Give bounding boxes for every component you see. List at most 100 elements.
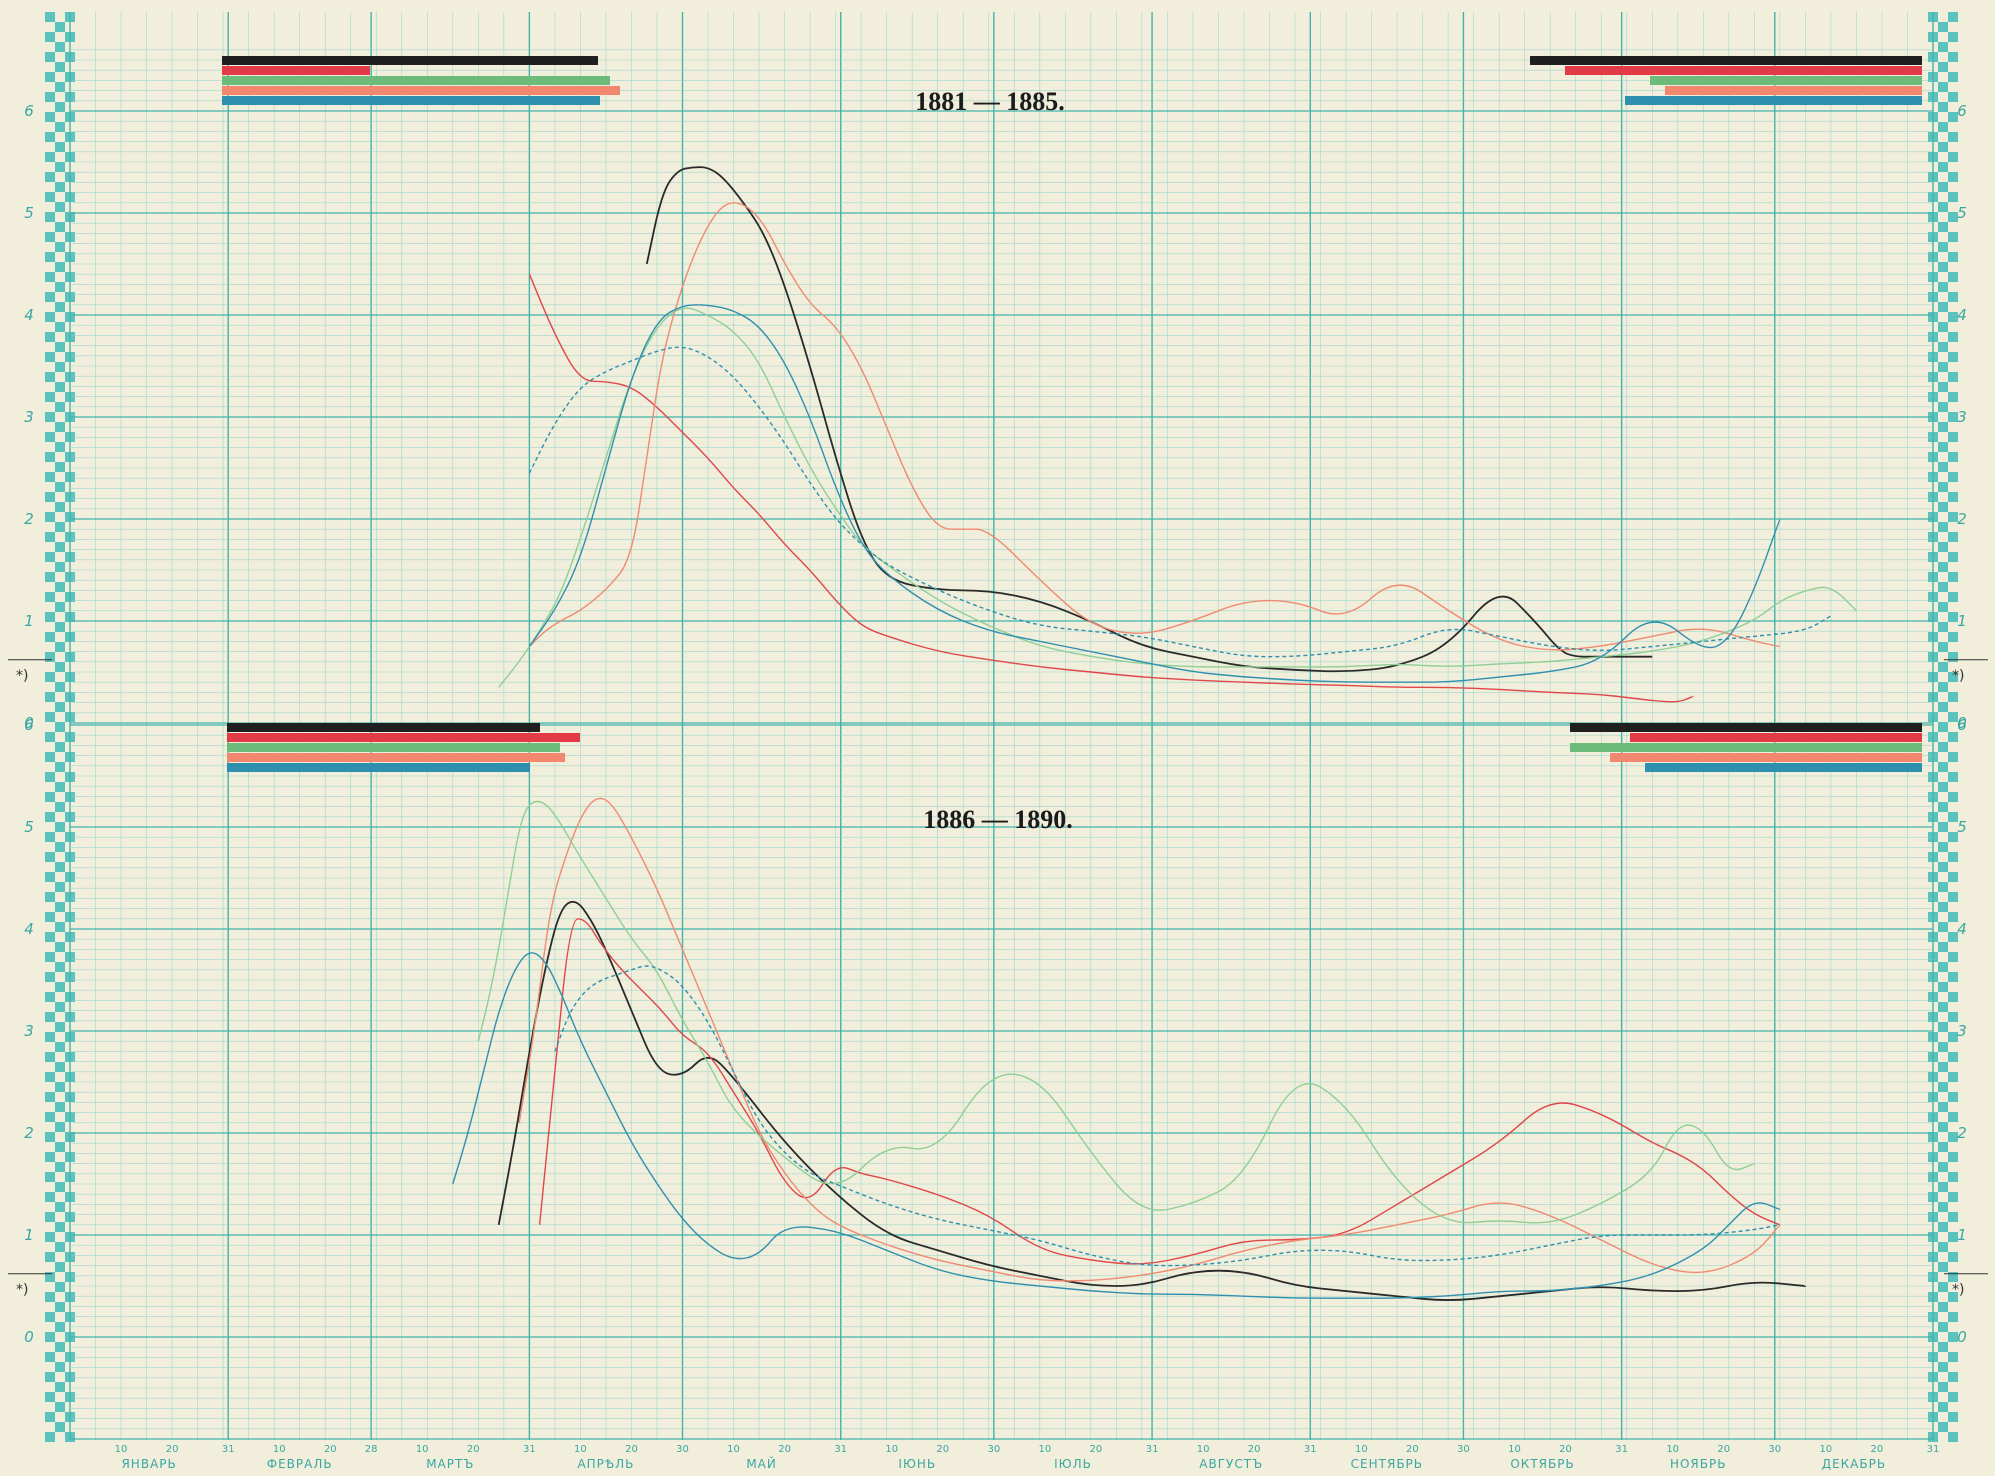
border-cell — [45, 952, 55, 962]
border-cell — [1938, 1102, 1948, 1112]
border-cell — [55, 742, 65, 752]
y-tick-label: 4 — [1957, 920, 1967, 938]
border-cell — [1948, 1372, 1958, 1382]
border-cell — [1938, 882, 1948, 892]
border-cell — [1948, 772, 1958, 782]
day-tick-label: 31 — [222, 1444, 235, 1455]
day-tick-label: 10 — [273, 1444, 286, 1455]
border-cell — [55, 22, 65, 32]
border-cell — [1948, 1412, 1958, 1422]
border-cell — [55, 1102, 65, 1112]
border-cell — [1938, 622, 1948, 632]
border-cell — [55, 1082, 65, 1092]
border-cell — [55, 1022, 65, 1032]
chart-title-2: 1886 — 1890. — [923, 805, 1073, 834]
day-tick-label: 20 — [1090, 1444, 1103, 1455]
border-cell — [55, 262, 65, 272]
border-cell — [55, 442, 65, 452]
border-cell — [45, 452, 55, 462]
series-line — [528, 202, 1781, 651]
border-cell — [45, 432, 55, 442]
border-cell — [1948, 192, 1958, 202]
border-cell — [1938, 1342, 1948, 1352]
border-cell — [45, 512, 55, 522]
border-cell — [1948, 692, 1958, 702]
day-tick-label: 20 — [625, 1444, 638, 1455]
border-cell — [1938, 602, 1948, 612]
y-tick-label: 4 — [24, 920, 34, 938]
border-cell — [1948, 992, 1958, 1002]
season-bar — [222, 96, 600, 105]
month-label: МАРТЪ — [426, 1457, 474, 1471]
border-cell — [1938, 782, 1948, 792]
border-cell — [55, 702, 65, 712]
day-tick-label: 30 — [676, 1444, 689, 1455]
border-cell — [1938, 1082, 1948, 1092]
border-cell — [1938, 262, 1948, 272]
border-cell — [1938, 542, 1948, 552]
border-cell — [1938, 1382, 1948, 1392]
border-cell — [1938, 662, 1948, 672]
border-cell — [1948, 452, 1958, 462]
border-cell — [1948, 1052, 1958, 1062]
border-cell — [1948, 1332, 1958, 1342]
border-cell — [1938, 962, 1948, 972]
border-cell — [1948, 232, 1958, 242]
border-cell — [45, 232, 55, 242]
border-cell — [1938, 1302, 1948, 1312]
border-cell — [45, 972, 55, 982]
series-line — [538, 918, 1781, 1265]
border-cell — [45, 1272, 55, 1282]
border-cell — [45, 1072, 55, 1082]
border-cell — [55, 1202, 65, 1212]
border-cell — [55, 1402, 65, 1412]
day-tick-label: 31 — [523, 1444, 536, 1455]
border-cell — [1938, 242, 1948, 252]
border-cell — [1948, 532, 1958, 542]
day-tick-label: 20 — [467, 1444, 480, 1455]
border-cell — [1948, 12, 1958, 22]
border-cell — [1938, 282, 1948, 292]
border-cell — [55, 1422, 65, 1432]
border-cell — [1938, 1002, 1948, 1012]
border-cell — [1948, 292, 1958, 302]
border-cell — [45, 1432, 55, 1442]
border-cell — [1938, 1242, 1948, 1252]
border-cell — [1938, 822, 1948, 832]
series-line — [528, 304, 1781, 683]
season-bar — [1570, 723, 1922, 732]
border-cell — [45, 32, 55, 42]
border-cell — [1938, 1362, 1948, 1372]
border-cell — [45, 792, 55, 802]
border-cell — [1948, 332, 1958, 342]
border-cell — [1948, 132, 1958, 142]
border-cell — [1948, 1112, 1958, 1122]
border-cell — [1948, 792, 1958, 802]
border-cell — [45, 812, 55, 822]
border-cell — [55, 522, 65, 532]
border-cell — [1938, 462, 1948, 472]
border-cell — [55, 982, 65, 992]
border-cell — [55, 942, 65, 952]
border-cell — [45, 72, 55, 82]
border-cell — [1938, 1402, 1948, 1412]
month-label: НОЯБРЬ — [1670, 1457, 1727, 1471]
day-tick-label: 20 — [936, 1444, 949, 1455]
border-cell — [45, 832, 55, 842]
border-cell — [55, 902, 65, 912]
day-tick-label: 10 — [885, 1444, 898, 1455]
day-tick-label: 30 — [1768, 1444, 1781, 1455]
border-cell — [1938, 1042, 1948, 1052]
border-cell — [55, 1382, 65, 1392]
marker-label: *) — [16, 668, 28, 684]
border-cell — [55, 1182, 65, 1192]
border-cell — [1948, 672, 1958, 682]
y-tick-label: 1 — [1957, 612, 1967, 630]
y-tick-label: 0 — [1957, 1328, 1967, 1346]
season-bar — [1650, 76, 1922, 85]
border-cell — [1938, 322, 1948, 332]
series-line — [498, 307, 1858, 688]
y-tick-label: 2 — [24, 1124, 34, 1142]
border-cell — [1948, 52, 1958, 62]
border-cell — [1948, 752, 1958, 762]
